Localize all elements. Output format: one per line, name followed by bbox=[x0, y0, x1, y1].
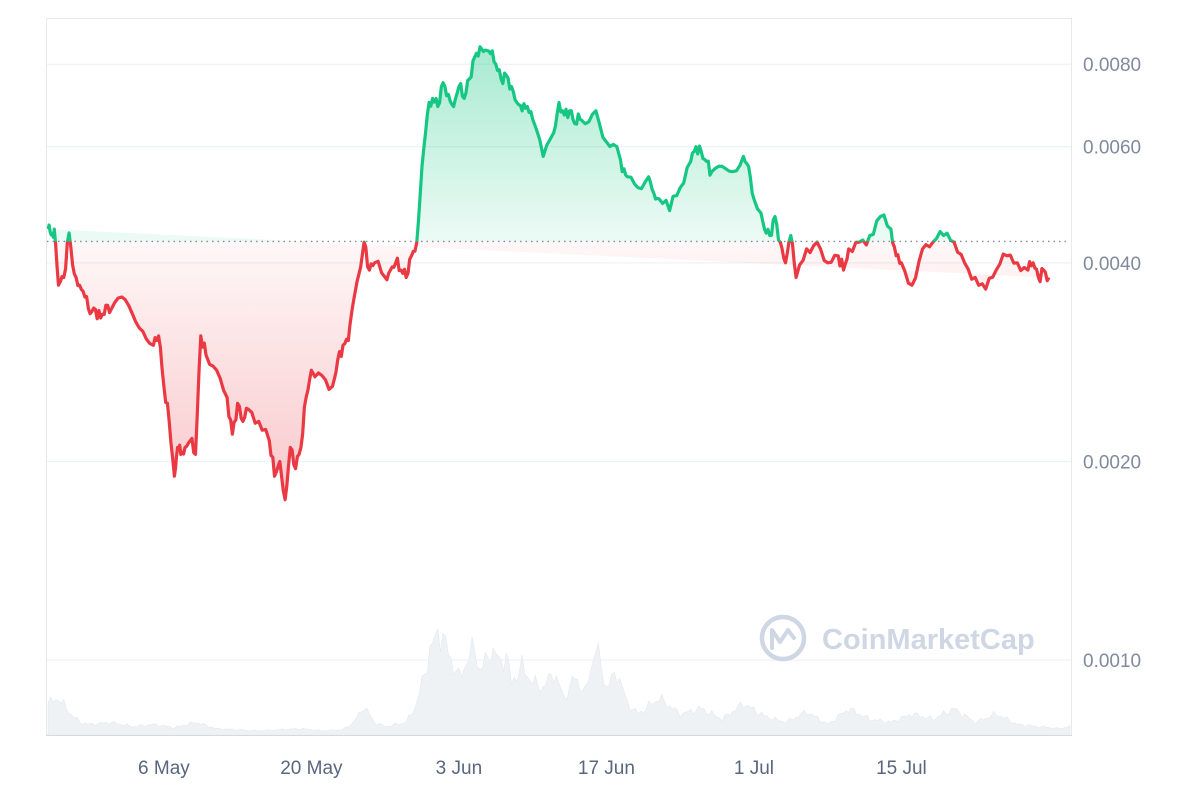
volume-area bbox=[47, 627, 1071, 736]
x-tick-label: 3 Jun bbox=[436, 758, 482, 779]
volume-area-layer bbox=[47, 627, 1071, 736]
y-tick-label: 0.0060 bbox=[1083, 138, 1141, 159]
x-tick-label: 6 May bbox=[138, 758, 190, 779]
y-tick-label: 0.0010 bbox=[1083, 651, 1141, 672]
x-tick-label: 17 Jun bbox=[578, 758, 635, 779]
x-axis: 6 May 20 May 3 Jun 17 Jun 1 Jul 15 Jul bbox=[138, 758, 927, 779]
coinmarketcap-watermark: CoinMarketCap bbox=[759, 614, 1035, 662]
price-fill-below bbox=[55, 241, 1049, 500]
x-tick-label: 20 May bbox=[280, 758, 343, 779]
y-tick-label: 0.0080 bbox=[1083, 55, 1141, 76]
y-tick-label: 0.0020 bbox=[1083, 452, 1141, 473]
price-fill-above bbox=[48, 46, 953, 242]
price-line-above bbox=[46, 45, 956, 242]
y-axis: 0.0080 0.0060 0.0040 0.0020 0.0010 bbox=[1083, 55, 1141, 672]
price-line-below bbox=[53, 241, 1051, 502]
coinmarketcap-logo-icon bbox=[759, 614, 807, 662]
price-fill-layer bbox=[48, 46, 1049, 500]
x-tick-label: 15 Jul bbox=[876, 758, 927, 779]
y-tick-label: 0.0040 bbox=[1083, 254, 1141, 275]
watermark-text: CoinMarketCap bbox=[822, 624, 1035, 656]
price-line-layer bbox=[46, 45, 1051, 502]
plot-frame bbox=[46, 18, 1072, 736]
x-tick-label: 1 Jul bbox=[734, 758, 774, 779]
